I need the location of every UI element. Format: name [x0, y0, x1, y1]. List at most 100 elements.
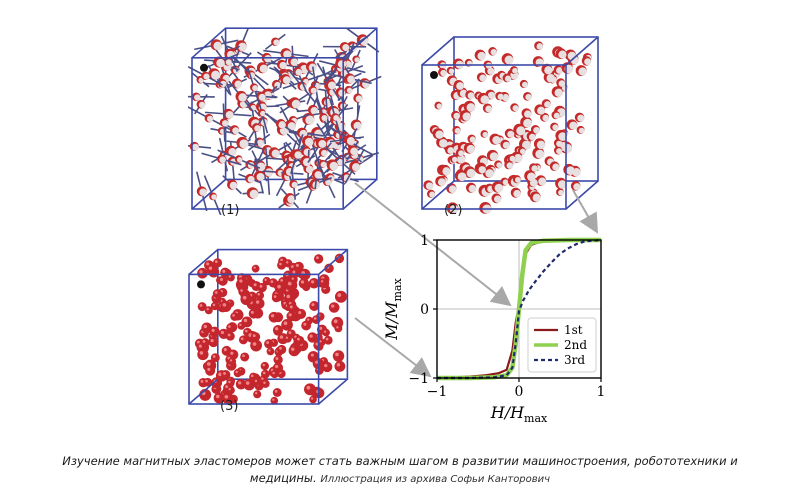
particle — [220, 300, 232, 312]
particle — [347, 145, 358, 156]
particle — [323, 335, 333, 345]
particle — [253, 390, 262, 399]
particle — [257, 282, 267, 293]
particle — [501, 53, 514, 65]
particle — [434, 101, 443, 110]
particle — [316, 312, 325, 321]
particle — [482, 103, 493, 113]
particle — [570, 181, 581, 191]
particle — [436, 136, 448, 148]
particle — [276, 59, 287, 70]
particle — [204, 113, 214, 123]
particle — [230, 312, 240, 321]
caption-text: Изучение магнитных эластомеров может ста… — [62, 454, 738, 485]
particle — [287, 56, 299, 67]
particle — [349, 160, 361, 172]
particle — [210, 39, 222, 51]
particle — [328, 302, 340, 313]
particle — [452, 126, 461, 135]
particle — [284, 193, 296, 204]
particle — [556, 188, 564, 196]
particle — [476, 72, 487, 82]
y-tick-label: 1 — [420, 233, 429, 249]
particle — [296, 127, 308, 139]
simulation-cube-3 — [188, 248, 349, 405]
particle — [446, 66, 455, 75]
particle — [205, 365, 216, 376]
particle — [221, 370, 231, 380]
particle — [308, 351, 319, 362]
particle — [307, 332, 318, 343]
particle — [231, 78, 243, 89]
particle — [319, 278, 328, 287]
particle — [246, 187, 259, 199]
particle — [549, 161, 560, 172]
particle — [309, 395, 317, 404]
particle — [476, 163, 486, 174]
particle — [463, 100, 476, 113]
figure-caption: Изучение магнитных эластомеров может ста… — [40, 453, 760, 488]
particle — [507, 153, 516, 163]
particle — [465, 90, 475, 100]
particle — [241, 316, 253, 328]
particle — [233, 368, 242, 378]
particle — [217, 78, 227, 88]
particle — [271, 293, 281, 303]
particle — [293, 261, 304, 272]
particle — [486, 149, 499, 162]
particle — [304, 383, 316, 396]
particle — [201, 322, 213, 334]
particle — [268, 278, 278, 288]
particle — [258, 109, 266, 117]
particle — [268, 147, 280, 159]
particle — [526, 131, 536, 141]
particle — [236, 136, 249, 149]
particle — [353, 93, 363, 103]
particle — [253, 377, 261, 386]
particle — [540, 112, 550, 122]
particle — [260, 361, 270, 371]
particle — [423, 180, 434, 191]
x-tick-label: 1 — [597, 384, 606, 400]
series-line-1 — [436, 238, 601, 380]
particle — [250, 339, 263, 352]
particle — [502, 73, 512, 83]
particle — [334, 360, 346, 372]
particle — [280, 48, 292, 59]
particle — [240, 352, 250, 362]
particle — [255, 291, 265, 300]
particle — [305, 61, 317, 72]
particle — [250, 83, 259, 92]
particle — [226, 323, 235, 333]
caption-credit: Иллюстрация из архива Софьи Канторович — [320, 474, 551, 485]
particle — [438, 68, 447, 77]
particle — [313, 254, 324, 264]
particle — [217, 275, 228, 286]
particle — [204, 306, 213, 315]
particle — [270, 370, 279, 379]
particle — [463, 142, 475, 154]
particle — [284, 334, 292, 343]
particle — [208, 336, 219, 348]
particle — [253, 170, 265, 182]
particle — [533, 138, 546, 150]
particle — [220, 267, 231, 278]
particle — [350, 119, 362, 131]
panel-label-2: (2) — [444, 203, 463, 218]
particle — [256, 91, 266, 102]
particle — [500, 139, 510, 150]
particle — [270, 396, 279, 405]
particle — [455, 148, 465, 157]
particle — [209, 192, 217, 201]
particle — [334, 290, 347, 303]
particle — [226, 378, 235, 388]
particle — [295, 335, 305, 345]
particle — [296, 308, 307, 319]
particle — [321, 361, 333, 373]
y-tick-label: 0 — [420, 302, 429, 318]
particle — [275, 119, 286, 129]
particle — [520, 116, 533, 129]
particle — [541, 99, 551, 109]
